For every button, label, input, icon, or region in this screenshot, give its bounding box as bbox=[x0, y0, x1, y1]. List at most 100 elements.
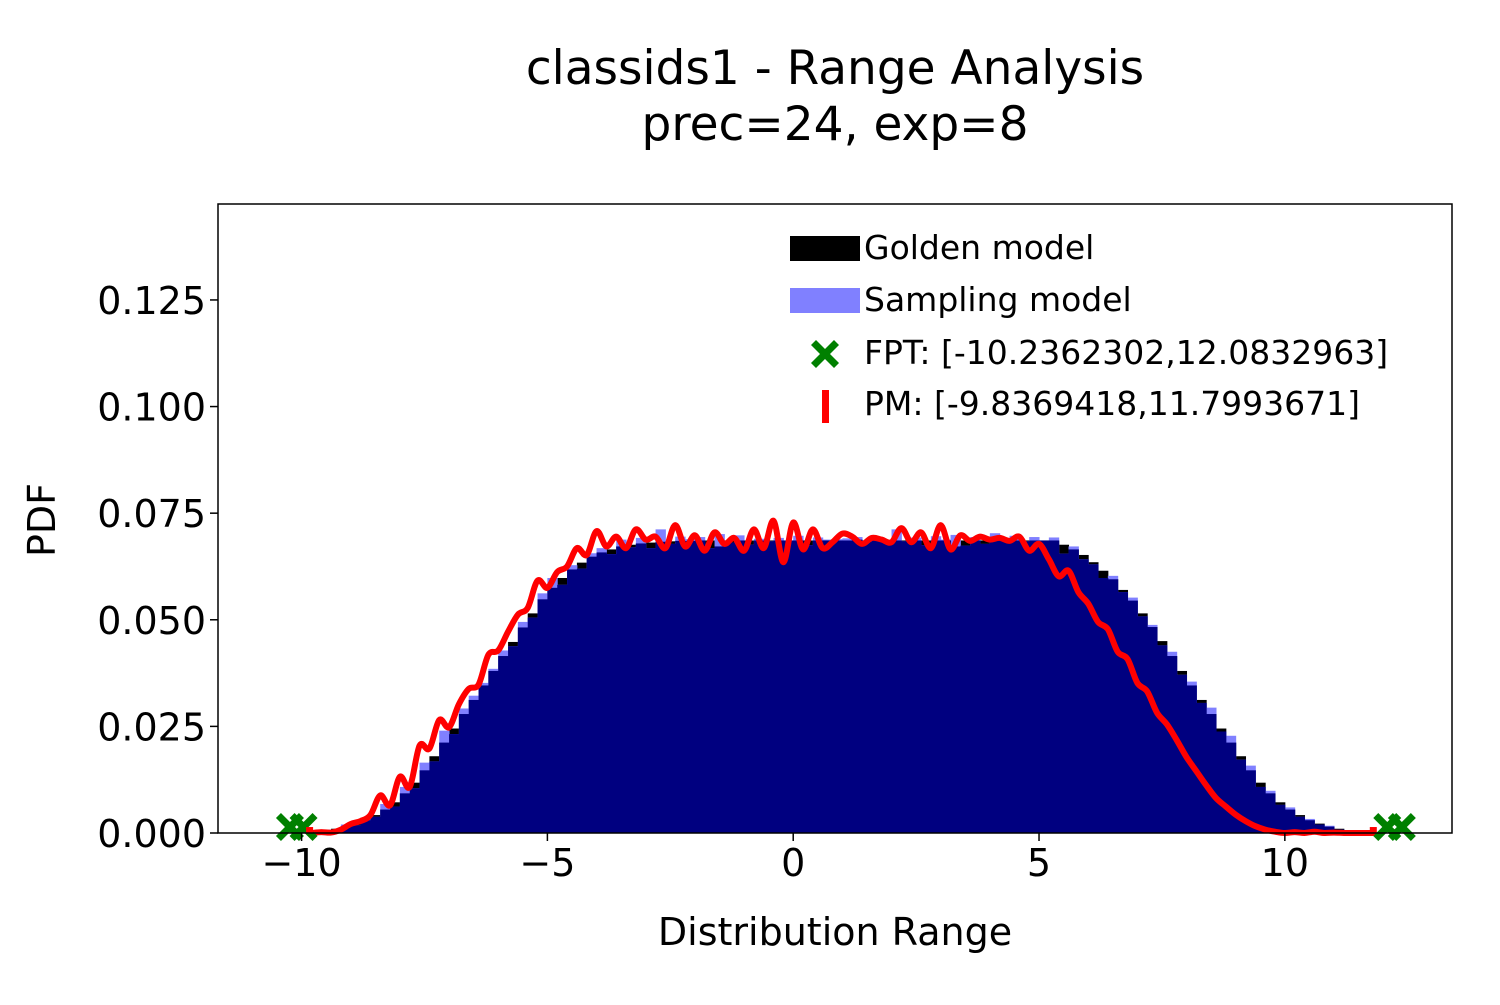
legend-golden-label: Golden model bbox=[864, 228, 1094, 267]
legend-pm-label: PM: [-9.8369418,11.7993671] bbox=[864, 384, 1360, 423]
overlap-bar bbox=[871, 540, 883, 833]
fpt-marker bbox=[289, 813, 318, 841]
overlap-bar bbox=[999, 540, 1011, 833]
overlap-bar bbox=[1029, 540, 1040, 833]
overlap-bar bbox=[537, 599, 548, 833]
overlap-bar bbox=[488, 670, 499, 833]
overlap-bar bbox=[940, 540, 952, 833]
overlap-bar bbox=[419, 770, 430, 833]
overlap-bar bbox=[832, 540, 843, 833]
overlap-bar bbox=[852, 539, 863, 833]
overlap-bar bbox=[803, 545, 814, 833]
overlap-bar bbox=[744, 544, 755, 833]
overlap-bar bbox=[390, 806, 401, 833]
x-axis-label: Distribution Range bbox=[658, 910, 1012, 954]
plot-frame bbox=[217, 203, 1453, 834]
overlap-bar bbox=[714, 546, 725, 833]
overlap-bar bbox=[675, 540, 686, 833]
x-tick-label: −10 bbox=[261, 841, 341, 885]
y-tick-label: 0.025 bbox=[97, 705, 206, 749]
overlap-bar bbox=[950, 546, 961, 833]
overlap-bar bbox=[822, 540, 834, 833]
overlap-bar bbox=[1117, 592, 1129, 833]
y-tick-label: 0.075 bbox=[97, 492, 206, 536]
overlap-bar bbox=[576, 568, 588, 833]
x-axis: −10 −5 0 5 10 bbox=[261, 833, 1309, 885]
overlap-bar bbox=[1245, 770, 1256, 833]
overlap-bar bbox=[458, 714, 470, 833]
overlap-bar bbox=[989, 540, 1001, 833]
overlap-bar bbox=[881, 540, 893, 833]
overlap-bar bbox=[1019, 541, 1030, 833]
overlap-bar bbox=[1186, 685, 1197, 833]
overlap-bar bbox=[399, 793, 411, 833]
overlap-bar bbox=[635, 543, 647, 833]
overlap-bar bbox=[1137, 616, 1148, 833]
overlap-bar bbox=[1235, 759, 1247, 833]
overlap-bar bbox=[517, 627, 529, 833]
pm-marker bbox=[1369, 827, 1377, 833]
overlap-bar bbox=[842, 540, 853, 833]
overlap-bar bbox=[409, 788, 421, 833]
overlap-bar bbox=[1088, 564, 1099, 833]
overlap-bar bbox=[862, 541, 873, 833]
y-tick-label: 0.100 bbox=[97, 386, 206, 430]
overlap-bar bbox=[694, 540, 706, 833]
overlap-bar bbox=[1206, 714, 1217, 833]
overlap-bar bbox=[1009, 540, 1020, 833]
overlap-bar bbox=[616, 546, 627, 833]
overlap-bar bbox=[380, 809, 391, 833]
chart-title: classids1 - Range Analysis bbox=[526, 41, 1144, 96]
legend-sampling-swatch bbox=[790, 288, 860, 313]
overlap-bar bbox=[921, 545, 932, 833]
overlap-bar bbox=[1147, 627, 1158, 833]
overlap-bar bbox=[930, 540, 942, 833]
overlap-bar bbox=[1294, 816, 1306, 833]
overlap-bar bbox=[1255, 786, 1266, 833]
overlap-bar bbox=[429, 761, 440, 833]
overlap-bar bbox=[468, 699, 480, 833]
overlap-bar bbox=[773, 540, 784, 833]
overlap-bar bbox=[685, 540, 696, 833]
y-axis-label: PDF bbox=[20, 483, 64, 557]
overlap-bar bbox=[1265, 793, 1276, 833]
overlap-bar bbox=[449, 734, 460, 833]
x-tick-label: 5 bbox=[1027, 841, 1051, 885]
density-line-group bbox=[308, 517, 1377, 837]
overlap-bar bbox=[1107, 579, 1119, 833]
overlap-bar bbox=[734, 540, 745, 833]
overlap-bar bbox=[360, 820, 371, 833]
overlap-bar bbox=[1324, 826, 1335, 833]
overlap-bar bbox=[1284, 809, 1296, 833]
y-axis: 0.000 0.025 0.050 0.075 0.100 0.125 bbox=[97, 279, 218, 856]
overlap-bar bbox=[508, 646, 519, 833]
overlap-bar bbox=[350, 825, 362, 833]
x-tick-label: −5 bbox=[519, 841, 575, 885]
overlap-bar bbox=[1039, 540, 1050, 833]
overlap-bar bbox=[586, 556, 598, 833]
legend: Golden model Sampling model FPT: [-10.23… bbox=[790, 228, 1388, 423]
overlap-bar bbox=[1196, 702, 1207, 833]
y-tick-label: 0.050 bbox=[97, 599, 206, 643]
overlap-bar bbox=[1127, 600, 1138, 833]
x-tick-label: 10 bbox=[1261, 841, 1309, 885]
overlap-bar bbox=[812, 540, 824, 833]
overlap-bar bbox=[980, 543, 991, 833]
overlap-bar bbox=[596, 552, 607, 833]
overlap-bar bbox=[891, 540, 902, 833]
overlap-bar bbox=[970, 540, 981, 833]
overlap-bar bbox=[1216, 731, 1227, 833]
overlap-bar bbox=[606, 554, 617, 833]
overlap-bar bbox=[1058, 553, 1070, 833]
overlap-bar bbox=[655, 541, 666, 833]
overlap-bar bbox=[1048, 540, 1060, 833]
overlap-bar bbox=[1098, 577, 1109, 833]
legend-sampling-label: Sampling model bbox=[864, 280, 1132, 319]
overlap-bar bbox=[1304, 820, 1315, 833]
overlap-bar bbox=[911, 540, 922, 833]
overlap-bar bbox=[1275, 804, 1286, 833]
fpt-marker bbox=[1387, 813, 1416, 841]
y-tick-label: 0.000 bbox=[97, 812, 206, 856]
overlap-bars bbox=[301, 539, 1374, 833]
